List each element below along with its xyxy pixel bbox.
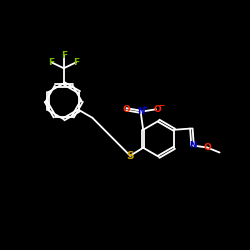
Text: S: S: [126, 151, 134, 161]
Text: F: F: [61, 51, 67, 60]
Text: F: F: [48, 58, 54, 67]
Text: +: +: [141, 105, 147, 111]
Text: O: O: [154, 105, 161, 114]
Text: O: O: [122, 105, 130, 114]
Text: O: O: [203, 143, 211, 152]
Text: −: −: [158, 101, 165, 110]
Text: F: F: [73, 58, 79, 67]
Text: N: N: [137, 107, 144, 116]
Text: N: N: [189, 141, 196, 150]
